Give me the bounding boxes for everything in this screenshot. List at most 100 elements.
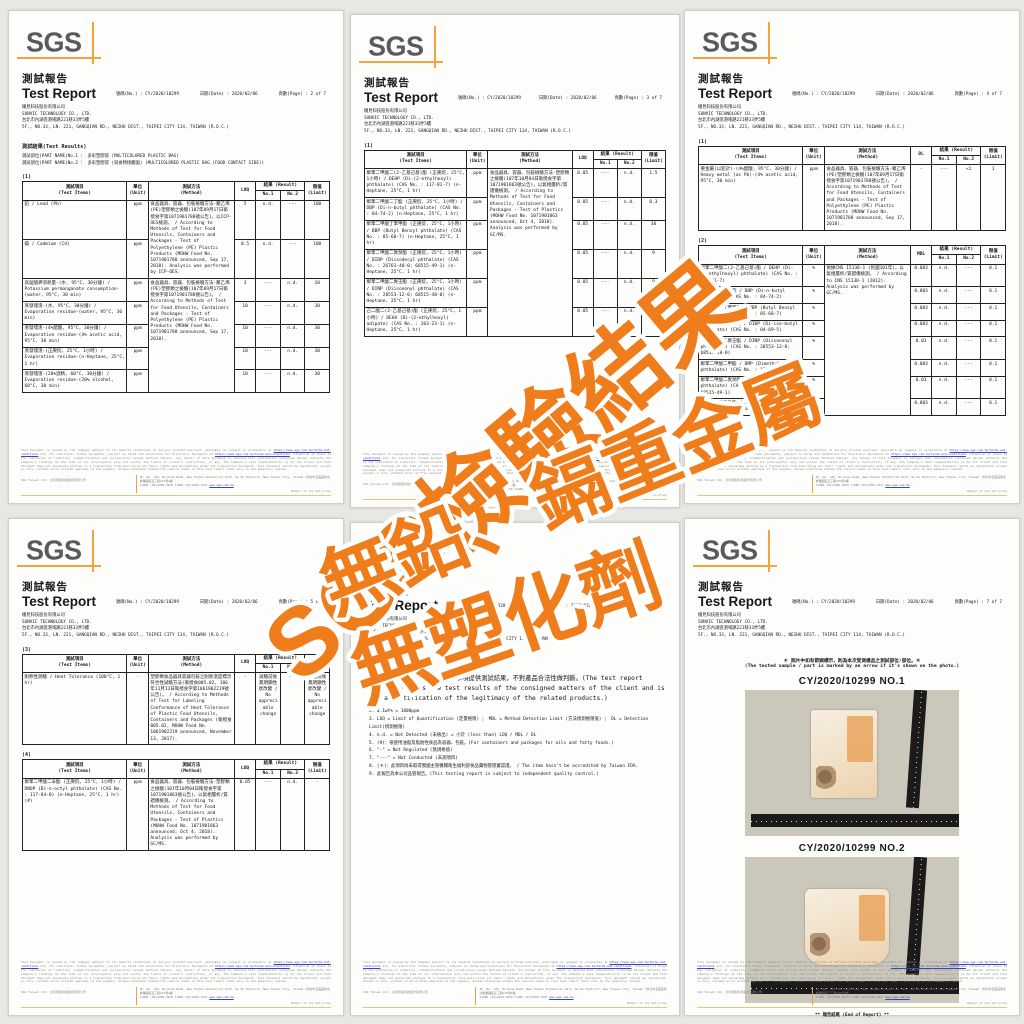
footer-terms-link[interactable]: https://www.sgs.com.tw/terms-and-conditi… [697, 448, 1007, 457]
disclaimer-text: This document is issued by the Company s… [363, 452, 610, 457]
limit-cell: 0.1 [980, 286, 1006, 305]
footer-terms-link[interactable]: https://www.sgs.com.tw/terms-and-conditi… [214, 964, 290, 969]
mdl-cell: 0.003 [909, 263, 933, 288]
limit-cell: 0.1 [980, 398, 1006, 417]
footer-terms-link[interactable]: https://www.sgs.com.tw/terms-and-conditi… [556, 456, 632, 461]
footer-terms-link[interactable]: https://www.sgs.com.tw/terms-and-conditi… [21, 448, 331, 457]
sgs-logo: SGS [359, 26, 464, 68]
test-item-cell: 鄰苯二甲酸二異壬酯 (正庚烷, 25°C, 1小時) / DINP (Diiso… [363, 277, 468, 308]
footer-address-block: 4F, No. 125, Wu Kung Road, New Taipei In… [811, 986, 1007, 1005]
col-header-limit: 限值 (Limit) [980, 245, 1006, 265]
report-date-value: 2020/02/06 [231, 600, 258, 605]
test-row: 蒸發殘渣-(20%酒精, 60°C, 30分鐘) / Evaporation r… [21, 369, 330, 394]
unit-cell: ppm [126, 301, 149, 325]
result-no2-cell: --- [955, 375, 982, 400]
test-item-cell: 鄰苯二甲酸丁苯甲酯 / BBP (Butyl Benzyl phthalate)… [697, 303, 804, 321]
report-no-label: 號碼(No.) : [792, 600, 819, 605]
footer-member: Member of the SGS Group [290, 1000, 331, 1005]
footer-terms-link[interactable]: https://www.sgs.com.tw/terms-and-conditi… [214, 452, 290, 457]
mdl-cell: 0.05 [571, 197, 594, 221]
unit-cell: ppm [126, 278, 149, 303]
footer-terms-link[interactable]: https://www.sgs.com.tw/terms-and-conditi… [890, 964, 966, 969]
footer-address-block: 4F, No. 125, Wu Kung Road, New Taipei In… [475, 478, 667, 497]
result-no1-cell: n.d. [931, 398, 957, 417]
test-row: 鄰苯二甲酸二異壬酯 / DINP (Diisononyl phthalate) … [697, 336, 1006, 361]
test-results-table: 測試項目 (Test Items) 單位 (Unit) 測試方法 (Method) D… [697, 145, 1006, 232]
footer-terms-link[interactable]: https://www.sgs.com.tw/terms-and-conditi… [363, 452, 667, 461]
method-cell: 依據CNS 15138-1 (民國101年)，以氣相層析/質譜儀檢測。 / Ac… [823, 263, 911, 417]
sample-package-image [811, 709, 877, 798]
note-item: 8. (＊)：此項目尚未取得我國主管機關衛生福利部食品藥物管理署認證。 / Th… [369, 764, 639, 770]
note-item: 5. (#)：祇使用油脂及脂肪性食品為容器、包裝。(For containers… [369, 740, 614, 746]
col-header-result: 結果 (Result) [931, 245, 982, 256]
test-results-table: 測試項目 (Test Items) 單位 (Unit) 測試方法 (Method) L… [21, 759, 330, 852]
page-footer: This document is issued by the Company s… [363, 960, 667, 1008]
photo-caption-en: (The tested sample / part is marked by a… [744, 663, 960, 669]
mdl-cell: 0.01 [909, 375, 933, 400]
unit-cell: % [802, 319, 825, 338]
footer-company: SGS Taiwan Ltd. 台灣檢驗科技股份有限公司 [697, 989, 762, 994]
footer-website-link[interactable]: www.sgs.com.tw [885, 995, 910, 1000]
table-label: (2) [698, 238, 708, 245]
mdl-cell: 0.01 [909, 336, 933, 361]
footer-website-link[interactable]: www.sgs.com.tw [549, 487, 574, 492]
disclaimer-text: . Attention is drawn to the limitation o… [363, 456, 668, 476]
note-item: 3. LOQ = Limit of Quantification (定量極限) … [369, 716, 649, 730]
result-no2-cell: n.d. [279, 346, 306, 371]
footer-address: 4F, No. 125, Wu Kung Road, New Taipei In… [139, 986, 330, 995]
col-header-limit: 限值 (Limit) [304, 653, 330, 674]
report-meta: 號碼(No.) : CY/2020/10299 日期(Date) : 2020/… [108, 91, 330, 101]
sgs-logo: SGS [17, 22, 122, 64]
col-header-test-items: 測試項目 (Test Items) [21, 653, 128, 674]
report-page-label: 頁數(Page) : [278, 600, 308, 605]
report-title-en: Test Report [364, 598, 439, 613]
unit-cell: ppm [126, 369, 149, 394]
footer-website-link[interactable]: www.sgs.com.tw [209, 483, 234, 488]
test-item-cell: 鄰苯二甲酸二丁酯 (正庚烷, 25°C, 1小時) / DBP (Di-n-bu… [363, 197, 468, 221]
sgs-logo: SGS [17, 530, 122, 572]
col-header-no2: No.2 [279, 662, 306, 674]
test-results-table: 測試項目 (Test Items) 單位 (Unit) 測試方法 (Method) M… [697, 245, 1006, 417]
col-header-method: 測試方法 (Method) [823, 245, 911, 265]
result-no1-cell: n.d. [255, 238, 281, 280]
method-cell: 塑膠類食品器具容器包裝之耐熱溫度標示符合性試驗方法(衛授食005.02, 106… [147, 672, 235, 746]
footer-website-link[interactable]: www.sgs.com.tw [209, 995, 234, 1000]
col-header-test-items: 測試項目 (Test Items) [21, 181, 128, 201]
unit-cell: % [802, 398, 825, 417]
footer-address-block: 4F, No. 125, Wu Kung Road, New Taipei In… [811, 474, 1007, 493]
mdl-cell: 10 [233, 346, 257, 371]
test-row: 鄰苯二甲酸二乙酯 / DEP (Diethyl phthalate) (CAS … [697, 398, 1006, 417]
footer-terms-link[interactable]: https://www.sgs.com.tw/terms-and-conditi… [890, 452, 966, 457]
result-no1-cell: n.d. [255, 199, 281, 240]
report-date-label: 日期(Date) : [538, 604, 569, 609]
footer-website-link[interactable]: www.sgs.com.tw [549, 995, 574, 1000]
result-no1-cell: n.d. [931, 359, 957, 377]
report-meta: 號碼(No.) : CY/2020/10299 日期(Date) : 2020/… [784, 599, 1006, 609]
footer-website-link[interactable]: www.sgs.com.tw [885, 483, 910, 488]
footer-terms-link[interactable]: https://www.sgs.com.tw/terms-and-conditi… [21, 960, 331, 969]
mdl-cell: 10 [233, 369, 257, 394]
col-header-limit: 限值 (Limit) [304, 759, 330, 779]
disclaimer-text: . Attention is drawn to the limitation o… [697, 964, 1007, 984]
mdl-cell: 5 [233, 199, 257, 240]
footer-terms-link[interactable]: https://www.sgs.com.tw/terms-and-conditi… [697, 960, 1007, 969]
report-title-en: Test Report [698, 594, 773, 609]
note-item: 9. 此報告為本公司品管報告。(This testing report is s… [369, 772, 599, 778]
client-company-zh: 穩見科技股份有限公司 [22, 613, 65, 618]
test-item-cell: 重金屬(以鉛計)-(4%醋酸, 95°C, 30分鐘) / Heavy meta… [697, 164, 804, 232]
footer-terms-link[interactable]: https://www.sgs.com.tw/terms-and-conditi… [363, 960, 667, 969]
report-title-en: Test Report [22, 594, 97, 609]
disclaimer-text: and, for electronic format documents, su… [38, 964, 215, 969]
result-no1-cell: --- [255, 301, 281, 325]
report-no-label: 號碼(No.) : [458, 604, 485, 609]
page-footer: This document is issued by the Company s… [697, 448, 1007, 496]
footer-member: Member of the SGS Group [626, 1000, 667, 1005]
report-date-label: 日期(Date) : [199, 600, 230, 605]
footer-terms-link[interactable]: https://www.sgs.com.tw/terms-and-conditi… [556, 964, 632, 969]
report-no-label: 號碼(No.) : [116, 92, 143, 97]
sgs-logo-accent-horizontal [693, 57, 777, 59]
result-no2-cell: n.d. [616, 168, 642, 199]
col-header-unit: 單位 (Unit) [126, 181, 149, 201]
unit-cell: % [802, 286, 825, 305]
mdl-cell: 0.05 [571, 306, 594, 337]
